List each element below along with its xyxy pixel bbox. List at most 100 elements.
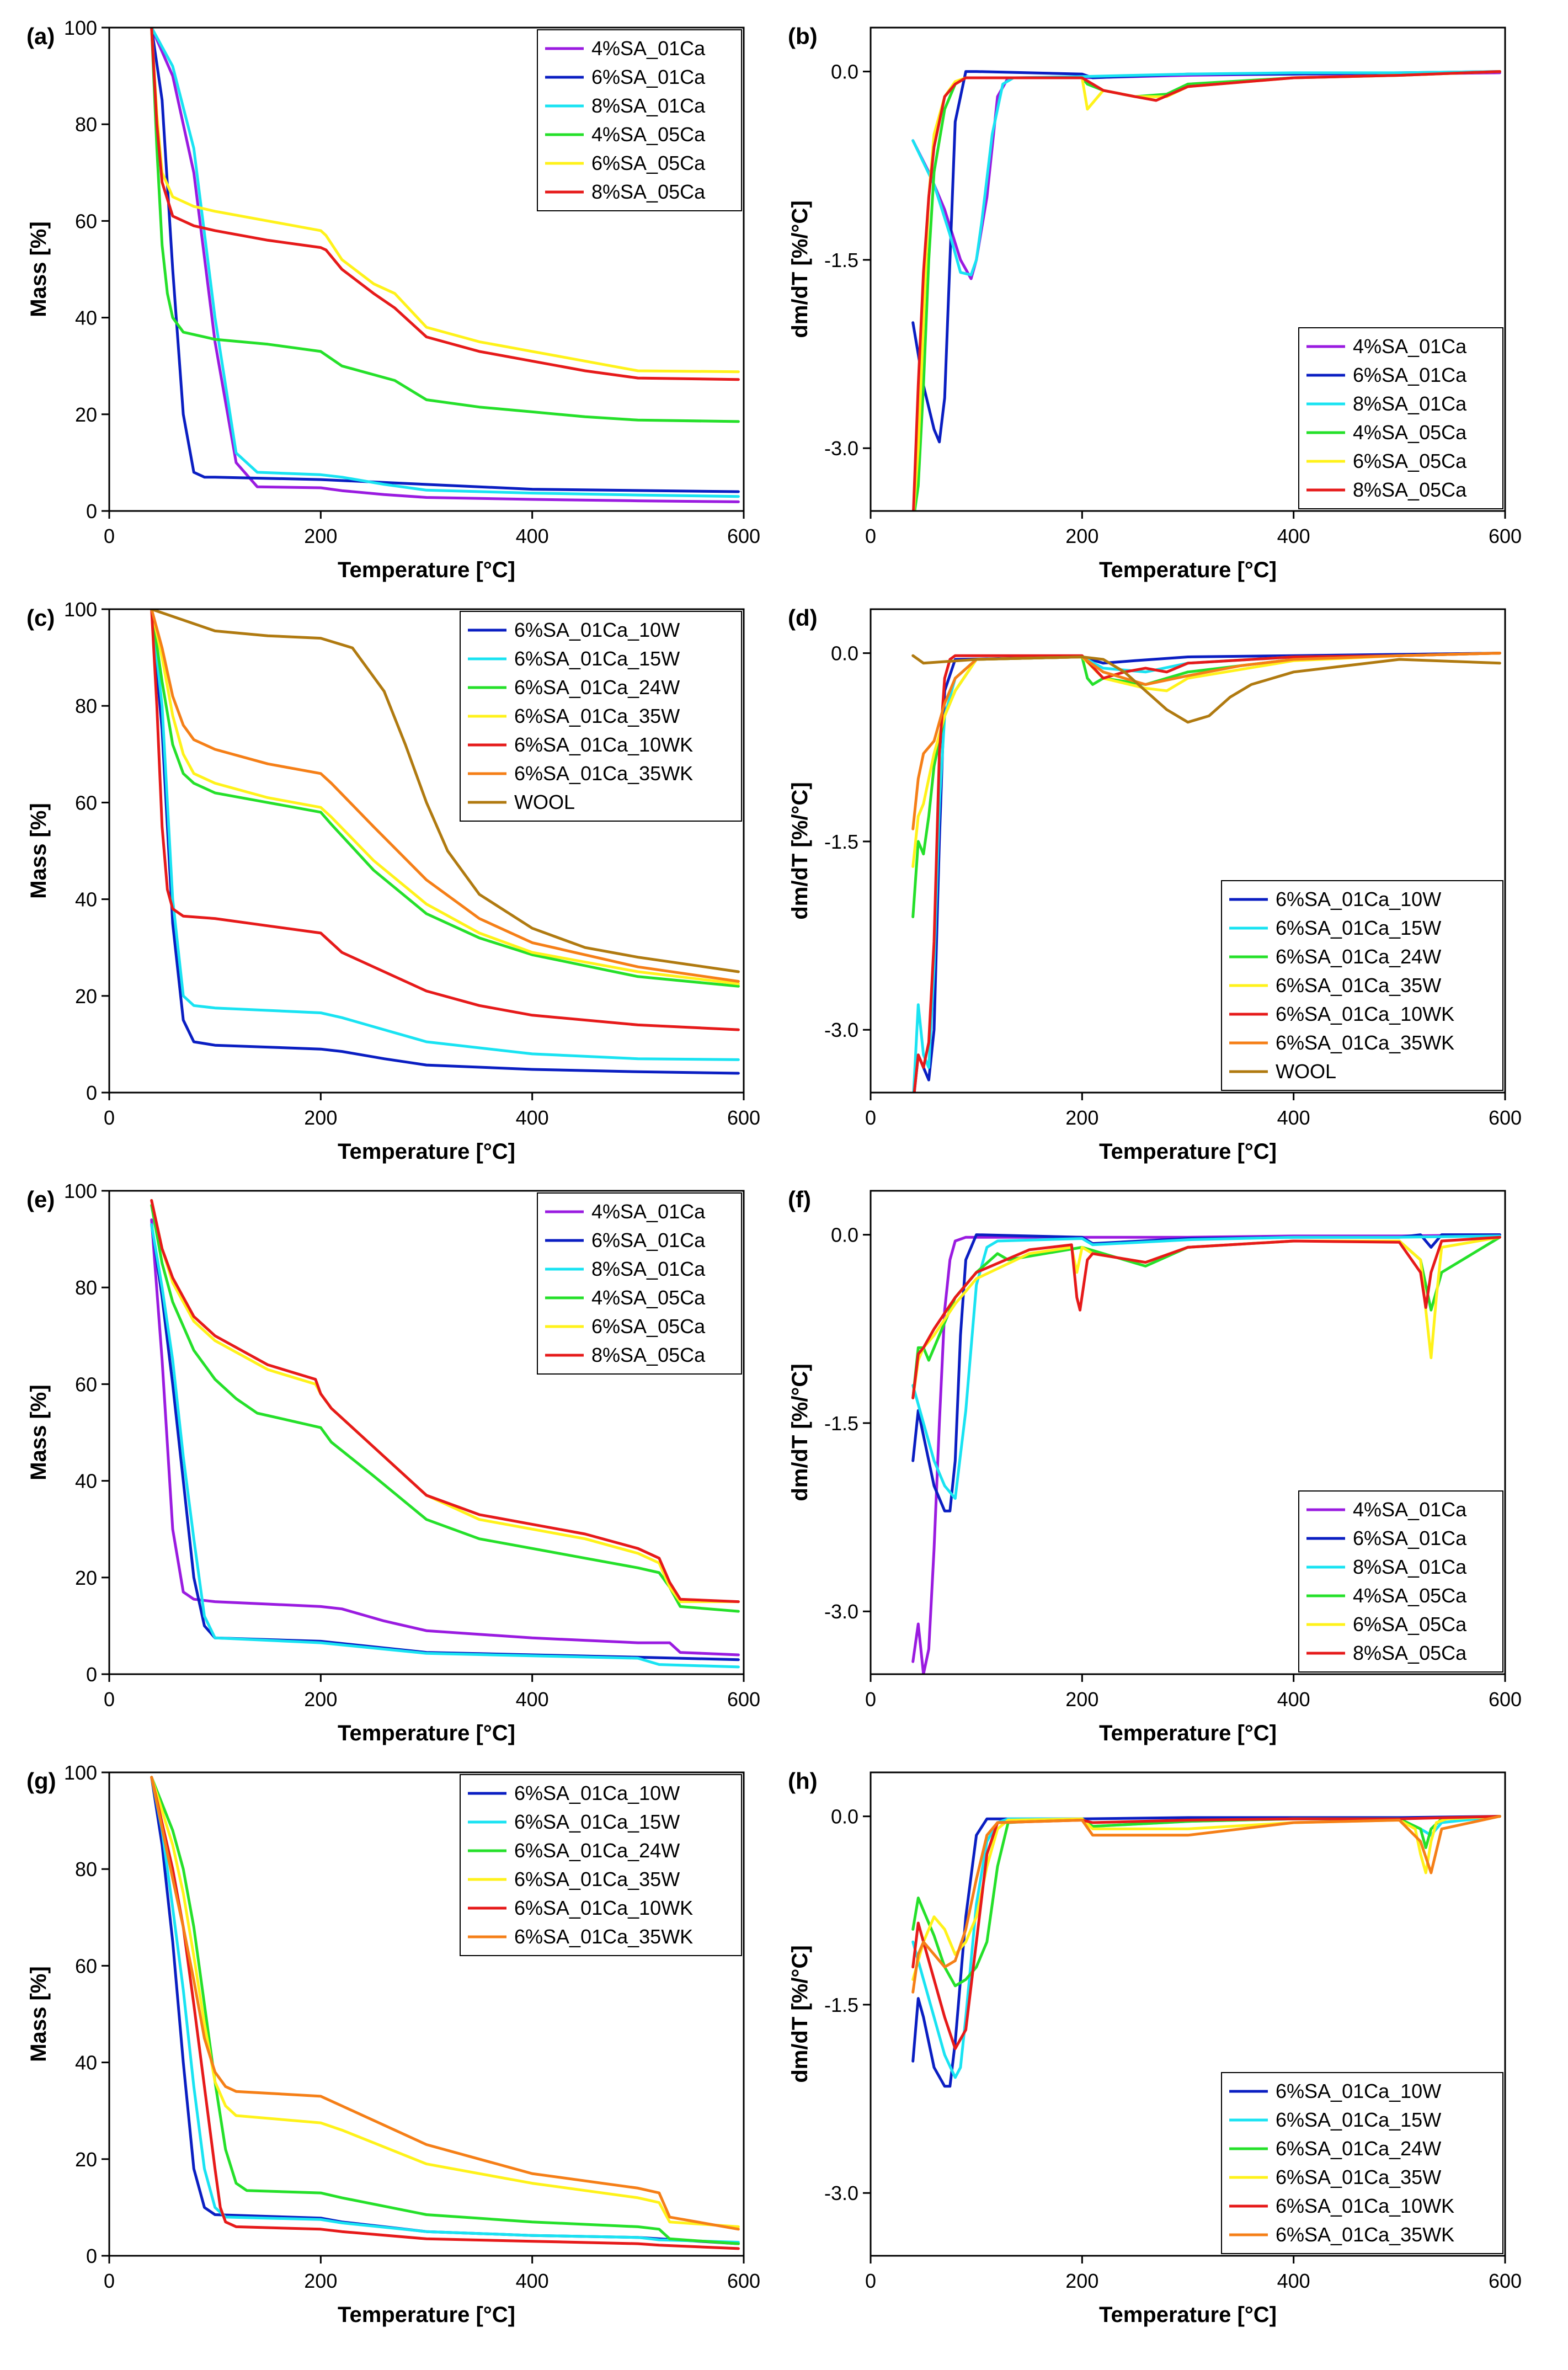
series-line-6-sa-01ca-24w <box>150 1776 740 2245</box>
legend-label: 8%SA_05Ca <box>591 1344 706 1366</box>
legend-label: 4%SA_05Ca <box>1353 1584 1467 1607</box>
y-tick-label: 40 <box>75 888 97 911</box>
legend: 4%SA_01Ca 6%SA_01Ca 8%SA_01Ca 4%SA_05Ca 6%SA… <box>1298 1490 1503 1673</box>
y-tick-label: 0.0 <box>831 1806 858 1828</box>
x-tick-label: 200 <box>1065 1106 1098 1129</box>
legend-label: 6%SA_01Ca_35W <box>1276 2166 1441 2188</box>
y-axis-label: dm/dT [%/°C] <box>788 200 812 338</box>
y-tick-label: 80 <box>75 1276 97 1299</box>
legend-label: 6%SA_01Ca_24W <box>1276 2137 1441 2160</box>
y-tick-label: -3.0 <box>824 2182 858 2204</box>
plot-frame <box>108 608 745 1094</box>
series-group <box>911 652 1501 1093</box>
x-tick-label: 400 <box>1277 1106 1310 1129</box>
legend-label: 6%SA_01Ca_10W <box>514 1782 680 1804</box>
legend-label: 6%SA_01Ca_35WK <box>514 1925 693 1948</box>
legend-label: 8%SA_01Ca <box>591 1258 706 1280</box>
x-tick-label: 200 <box>304 1688 337 1711</box>
x-tick-label: 400 <box>516 1106 549 1129</box>
y-tick-label: 100 <box>64 1180 97 1202</box>
y-tick-label: 40 <box>75 1470 97 1493</box>
y-tick-label: 100 <box>64 1761 97 1784</box>
legend: 4%SA_01Ca 6%SA_01Ca 8%SA_01Ca 4%SA_05Ca 6%SA… <box>537 1192 742 1375</box>
y-tick-label: -1.5 <box>824 1412 858 1435</box>
legend-label: 4%SA_01Ca <box>591 1200 706 1223</box>
x-axis-label: Temperature [°C] <box>338 1721 515 1745</box>
legend-label: 8%SA_05Ca <box>591 180 706 203</box>
series-line-4-sa-01ca <box>150 1218 740 1657</box>
plot-frame <box>870 608 1506 1094</box>
series-group <box>911 70 1501 511</box>
x-tick-label: 0 <box>104 2270 115 2292</box>
plot-frame <box>870 26 1506 512</box>
y-axis-label: dm/dT [%/°C] <box>788 1945 812 2083</box>
panel-label: (h) <box>788 1768 818 1794</box>
legend: 4%SA_01Ca 6%SA_01Ca 8%SA_01Ca 4%SA_05Ca 6%SA… <box>1298 327 1503 509</box>
y-tick-label: 80 <box>75 1858 97 1881</box>
y-tick-label: 80 <box>75 113 97 136</box>
x-tick-label: 400 <box>516 525 549 547</box>
panel-label: (f) <box>788 1186 811 1212</box>
y-tick-label: 0.0 <box>831 61 858 83</box>
x-tick-label: 600 <box>727 1106 760 1129</box>
x-tick-label: 600 <box>1489 525 1522 547</box>
y-tick-label: 60 <box>75 210 97 232</box>
panel-label: (b) <box>788 23 818 49</box>
series-line-6-sa-01ca-35w <box>150 609 740 986</box>
legend-label: 6%SA_01Ca_10W <box>514 619 680 641</box>
x-tick-label: 0 <box>104 1688 115 1711</box>
legend-box <box>537 1192 742 1375</box>
y-tick-label: 60 <box>75 791 97 814</box>
x-axis-label: Temperature [°C] <box>1099 1721 1277 1745</box>
legend-label: 6%SA_01Ca_35W <box>514 705 680 727</box>
legend-label: 6%SA_05Ca <box>1353 450 1467 472</box>
series-line-8-sa-01ca <box>911 70 1501 276</box>
panel-f: 0 200 400 600 -3.0 -1.5 0.0 Temperature [°C] dm/… <box>788 1186 1522 1745</box>
series-line-6-sa-01ca-10w <box>150 609 740 1075</box>
panel-e: 0 200 400 600 0 20 40 60 80 100 Temperature [°C] Ma… <box>26 1180 760 1745</box>
legend-label: 8%SA_05Ca <box>1353 478 1467 501</box>
plot-frame <box>870 1190 1506 1675</box>
legend-label: 4%SA_05Ca <box>591 123 706 146</box>
legend-label: 6%SA_01Ca_15W <box>1276 917 1441 939</box>
x-tick-label: 200 <box>1065 525 1098 547</box>
x-tick-label: 400 <box>1277 1688 1310 1711</box>
legend-label: 6%SA_01Ca_15W <box>514 1810 680 1833</box>
y-axis-label: Mass [%] <box>26 803 51 898</box>
series-group <box>911 1233 1501 1674</box>
y-tick-label: 60 <box>75 1373 97 1396</box>
series-line-6-sa-01ca-10wk <box>150 609 740 1031</box>
x-tick-label: 0 <box>865 1688 876 1711</box>
x-tick-label: 400 <box>1277 525 1310 547</box>
series-group <box>911 1815 1501 2088</box>
y-tick-label: 20 <box>75 2148 97 2171</box>
y-tick-label: 40 <box>75 2052 97 2074</box>
series-line-8-sa-05ca <box>912 70 1501 511</box>
series-line-wool <box>150 609 740 973</box>
legend: 4%SA_01Ca 6%SA_01Ca 8%SA_01Ca 4%SA_05Ca 6%SA… <box>537 29 742 211</box>
x-tick-label: 200 <box>304 1106 337 1129</box>
y-tick-label: 0.0 <box>831 642 858 665</box>
legend-label: 8%SA_01Ca <box>591 94 706 117</box>
y-tick-label: 0.0 <box>831 1224 858 1247</box>
series-line-6-sa-05ca <box>150 28 740 374</box>
series-line-6-sa-01ca-35w <box>150 1776 740 2228</box>
legend-box <box>1298 327 1503 509</box>
x-tick-label: 200 <box>304 2270 337 2292</box>
x-axis-label: Temperature [°C] <box>1099 1139 1277 1164</box>
panel-g: 0 200 400 600 0 20 40 60 80 100 Temperature [°C] Ma… <box>26 1761 760 2327</box>
legend-label: 4%SA_05Ca <box>591 1286 706 1309</box>
y-tick-label: 60 <box>75 1954 97 1977</box>
y-axis-label: Mass [%] <box>26 1966 51 2062</box>
x-tick-label: 600 <box>727 525 760 547</box>
x-tick-label: 0 <box>865 2270 876 2292</box>
plot-frame <box>108 1771 745 2257</box>
y-tick-label: 20 <box>75 1567 97 1589</box>
plot-frame <box>108 26 745 512</box>
y-tick-label: 100 <box>64 598 97 621</box>
legend-label: 6%SA_01Ca_10W <box>1276 888 1441 910</box>
legend-label: 4%SA_01Ca <box>1353 1498 1467 1521</box>
legend-label: WOOL <box>1276 1060 1336 1083</box>
legend-label: 6%SA_01Ca_24W <box>514 676 680 699</box>
